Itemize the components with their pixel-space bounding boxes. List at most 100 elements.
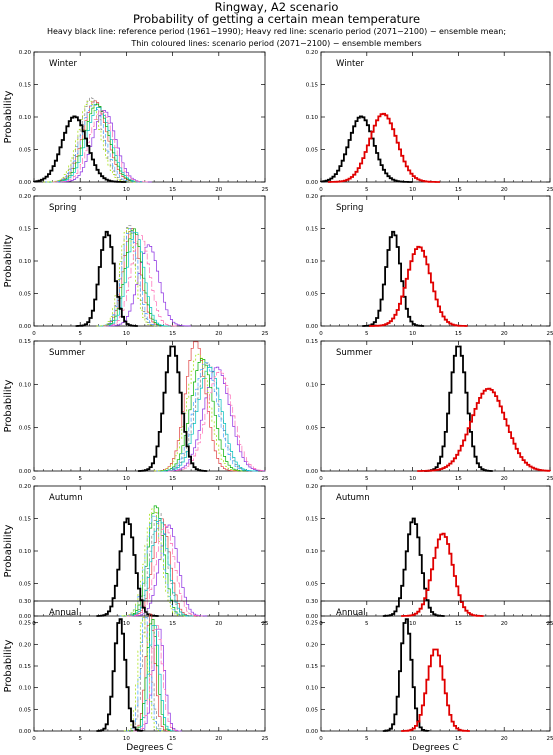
y-tick-label: 0.00 xyxy=(19,614,32,620)
y-tick-label: 0.05 xyxy=(19,148,32,154)
reference-period-line xyxy=(96,618,144,732)
ensemble-member-line xyxy=(98,228,164,327)
y-tick-label: 0.00 xyxy=(306,180,319,186)
x-tick-label: 25 xyxy=(547,187,553,193)
ensemble-mean-line xyxy=(417,387,551,472)
y-axis-label: Probability xyxy=(3,639,14,692)
x-tick-label: 10 xyxy=(123,476,130,482)
y-tick-label: 0.10 xyxy=(19,382,32,388)
x-tick-label: 20 xyxy=(501,187,508,193)
y-tick-label: 0.20 xyxy=(306,642,319,648)
y-tick-label: 0.15 xyxy=(306,227,319,233)
ensemble-member-line xyxy=(158,362,257,472)
x-tick-label: 25 xyxy=(547,331,553,337)
x-tick-label: 5 xyxy=(78,621,82,627)
x-tick-label: 0 xyxy=(32,187,36,193)
ensemble-member-line xyxy=(45,100,145,183)
x-tick-label: 20 xyxy=(501,621,508,627)
ensemble-member-line xyxy=(107,244,192,327)
x-tick-label: 20 xyxy=(215,331,222,337)
y-tick-label: 0.20 xyxy=(306,484,319,490)
y-tick-label: 0.10 xyxy=(19,549,32,555)
x-tick-label: 5 xyxy=(365,476,369,482)
x-tick-label: 5 xyxy=(365,331,369,337)
plot-frame xyxy=(320,51,551,183)
ensemble-mean-line xyxy=(401,648,470,732)
panel-label: Summer xyxy=(49,348,86,358)
x-tick-label: 25 xyxy=(547,736,553,742)
y-tick-label: 0.20 xyxy=(306,194,319,200)
y-tick-label: 0.10 xyxy=(306,115,319,121)
ensemble-member-line xyxy=(156,362,256,472)
reference-period-line xyxy=(33,115,127,183)
x-tick-label: 5 xyxy=(365,621,369,627)
x-tick-label: 5 xyxy=(78,331,82,337)
ensemble-member-line xyxy=(50,107,148,183)
x-tick-label: 10 xyxy=(409,621,416,627)
x-tick-label: 10 xyxy=(123,331,130,337)
reference-period-line xyxy=(75,230,138,327)
ensemble-member-line xyxy=(153,353,245,472)
x-tick-label: 15 xyxy=(169,331,176,337)
y-tick-label: 0.05 xyxy=(19,707,32,713)
y-tick-label: 0.15 xyxy=(19,339,32,345)
legend-text-line-2: Thin coloured lines: scenario period (20… xyxy=(131,39,422,48)
x-tick-label: 15 xyxy=(455,736,462,742)
plot-frame xyxy=(33,51,266,183)
x-tick-label: 0 xyxy=(319,187,323,193)
x-tick-label: 20 xyxy=(501,476,508,482)
x-tick-label: 0 xyxy=(32,736,36,742)
y-tick-label: 0.00 xyxy=(19,324,32,330)
y-tick-label: 0.00 xyxy=(306,614,319,620)
y-tick-label: 0.15 xyxy=(306,517,319,523)
y-tick-label: 0.00 xyxy=(19,469,32,475)
ensemble-member-line xyxy=(156,358,247,472)
y-tick-label: 0.05 xyxy=(19,292,32,298)
y-tick-label: 0.15 xyxy=(306,664,319,670)
ensemble-member-line xyxy=(45,97,136,183)
ensemble-member-line xyxy=(126,524,203,617)
x-tick-label: 20 xyxy=(215,187,222,193)
x-tick-label: 10 xyxy=(409,736,416,742)
panel-winter-ensemble-mean: 0.00 0.05 0.10 0.15 0.20 0 5 10 15 20 25 Winter xyxy=(306,50,553,193)
ensemble-member-line xyxy=(131,619,173,732)
ensemble-member-line xyxy=(121,508,187,617)
y-tick-label: 0.15 xyxy=(19,664,32,670)
plot-frame xyxy=(320,195,551,327)
ensemble-member-line xyxy=(98,228,166,327)
panel-annual-ensemble-members: 0.00 0.05 0.10 0.15 0.20 0.25 0.30 0 5 10 15 20 25 An… xyxy=(3,599,269,753)
ensemble-member-line xyxy=(45,103,141,183)
x-tick-label: 10 xyxy=(409,187,416,193)
ensemble-member-line xyxy=(163,366,266,472)
x-tick-label: 20 xyxy=(215,736,222,742)
x-tick-label: 25 xyxy=(262,476,269,482)
panel-label: Annual xyxy=(49,608,79,618)
x-tick-label: 20 xyxy=(215,621,222,627)
x-tick-label: 20 xyxy=(501,736,508,742)
y-tick-label: 0.00 xyxy=(19,180,32,186)
y-tick-label: 0.15 xyxy=(19,227,32,233)
reference-period-line xyxy=(320,115,413,183)
x-tick-label: 15 xyxy=(455,187,462,193)
ensemble-mean-line xyxy=(401,532,484,617)
ensemble-member-line xyxy=(123,617,164,732)
ensemble-member-line xyxy=(126,617,164,732)
ensemble-member-line xyxy=(168,370,266,472)
y-tick-label: 0.00 xyxy=(306,324,319,330)
chart-title: Ringway, A2 scenario xyxy=(214,0,339,14)
y-tick-label: 0.05 xyxy=(306,707,319,713)
y-tick-label: 0.10 xyxy=(306,382,319,388)
x-tick-label: 5 xyxy=(78,476,82,482)
plot-frame xyxy=(320,340,551,472)
x-tick-label: 25 xyxy=(262,331,269,337)
x-axis-label: Degrees C xyxy=(126,743,173,753)
x-tick-label: 10 xyxy=(123,621,130,627)
panel-label: Spring xyxy=(49,203,76,213)
x-tick-label: 15 xyxy=(455,621,462,627)
y-tick-label: 0.00 xyxy=(306,469,319,475)
y-tick-label: 0.20 xyxy=(19,484,32,490)
x-tick-label: 15 xyxy=(169,476,176,482)
panel-label: Autumn xyxy=(336,493,370,503)
y-tick-label: 0.05 xyxy=(306,426,319,432)
